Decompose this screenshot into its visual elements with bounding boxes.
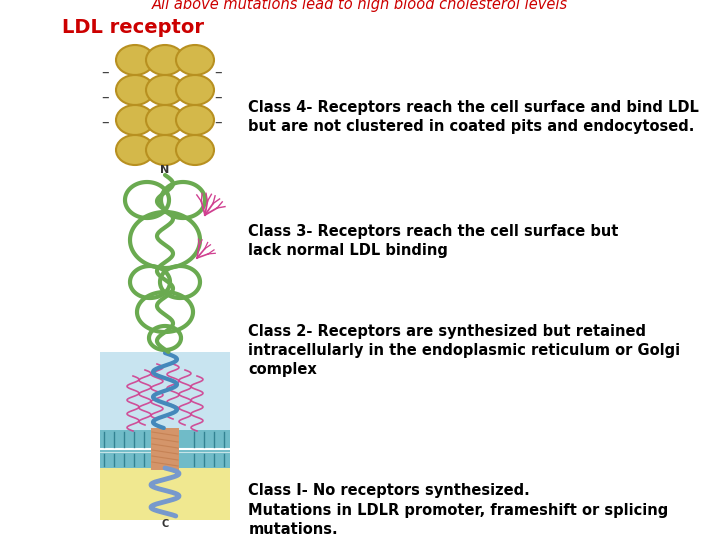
Ellipse shape	[176, 105, 214, 135]
Text: –: –	[102, 64, 109, 79]
Ellipse shape	[116, 105, 154, 135]
Text: Class 3- Receptors reach the cell surface but
lack normal LDL binding: Class 3- Receptors reach the cell surfac…	[248, 224, 618, 258]
Text: –: –	[214, 64, 222, 79]
Text: –: –	[102, 90, 109, 105]
FancyBboxPatch shape	[100, 430, 230, 468]
Text: –: –	[102, 114, 109, 130]
Ellipse shape	[176, 75, 214, 105]
Text: –: –	[214, 90, 222, 105]
FancyBboxPatch shape	[100, 468, 230, 520]
Text: Class 4- Receptors reach the cell surface and bind LDL
but are not clustered in : Class 4- Receptors reach the cell surfac…	[248, 100, 699, 134]
Text: Class 2- Receptors are synthesized but retained
intracellularly in the endoplasm: Class 2- Receptors are synthesized but r…	[248, 324, 680, 377]
Text: LDL receptor: LDL receptor	[62, 18, 204, 37]
Text: All above mutations lead to high blood cholesterol levels: All above mutations lead to high blood c…	[152, 0, 568, 12]
Ellipse shape	[116, 135, 154, 165]
FancyBboxPatch shape	[100, 352, 230, 430]
FancyBboxPatch shape	[151, 428, 179, 470]
Text: –: –	[214, 114, 222, 130]
Ellipse shape	[176, 135, 214, 165]
Text: Class I- No receptors synthesized.
Mutations in LDLR promoter, frameshift or spl: Class I- No receptors synthesized. Mutat…	[248, 483, 669, 537]
Ellipse shape	[146, 135, 184, 165]
Ellipse shape	[176, 45, 214, 75]
Ellipse shape	[146, 45, 184, 75]
Ellipse shape	[116, 45, 154, 75]
Ellipse shape	[146, 105, 184, 135]
Text: N: N	[161, 165, 170, 175]
Ellipse shape	[116, 75, 154, 105]
Text: C: C	[161, 519, 168, 529]
Ellipse shape	[146, 75, 184, 105]
